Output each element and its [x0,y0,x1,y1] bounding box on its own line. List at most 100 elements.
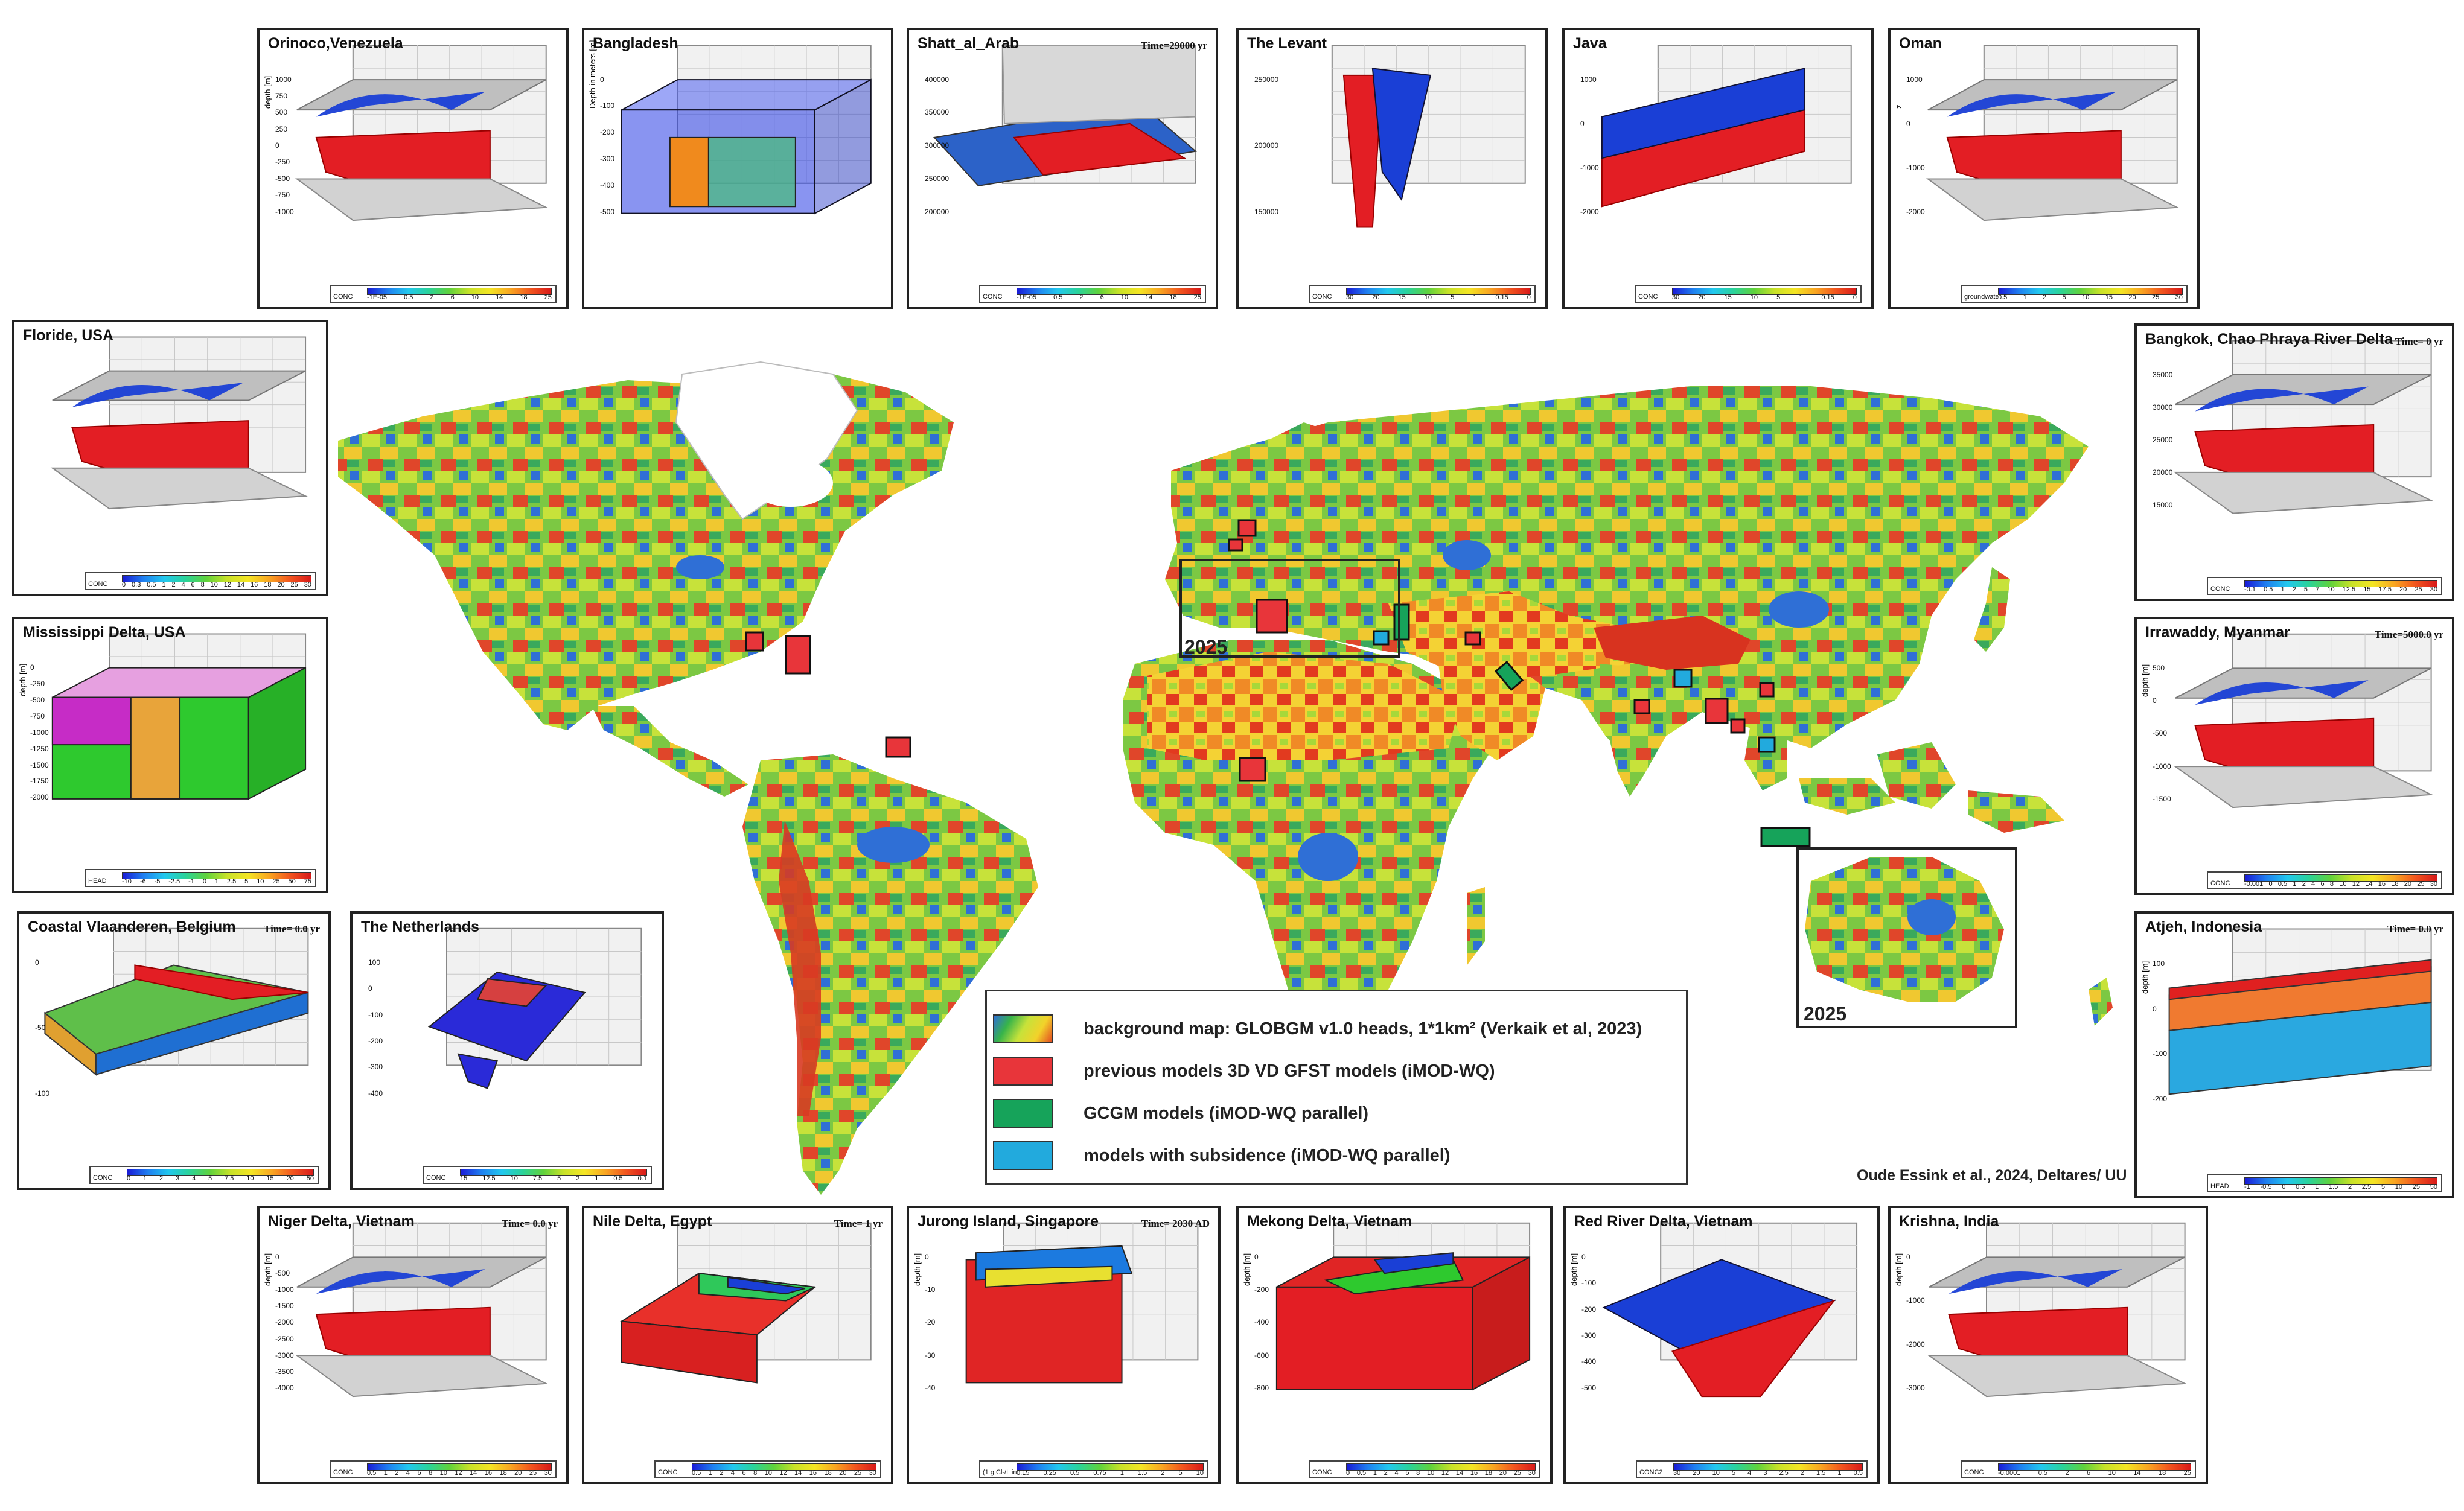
panel-y-tick: -1500 [2153,794,2171,803]
panel-colorbar: CONC -1E-05 0.5 2 6 10 14 18 25 [979,285,1206,303]
panel-y-tick: -20 [925,1318,936,1327]
colorbar-tick: 2.5 [226,878,237,885]
panel-y-tick: -800 [1254,1383,1269,1392]
colorbar-tick: -1 [2244,1183,2250,1191]
colorbar-tick: 0.5 [367,1469,377,1477]
colorbar-ticks: -0.1 0.5 1 2 5 7 10 12.5 15 17.5 20 25 30 [2244,586,2437,593]
colorbar-tick: 1 [708,1469,712,1477]
colorbar-tick: 16 [1470,1469,1478,1477]
panel-y-tick: -200 [2153,1095,2168,1104]
panel-colorbar: CONC 0 1 2 3 4 5 7.5 10 15 20 50 [89,1166,319,1184]
colorbar-tick: 50 [306,1175,314,1182]
colorbar-tick: 0.25 [1043,1469,1056,1477]
colorbar-tick: 14 [1145,294,1153,301]
panel-y-ticks: 250000 200000 150000 [1254,75,1278,216]
map-legend: background map: GLOBGM v1.0 heads, 1*1km… [985,990,1688,1185]
colorbar-tick: 4 [181,581,185,588]
panel-y-tick: -500 [2153,729,2168,738]
panel-floride: Floride, USA CONC 0 0.3 0.5 1 2 4 6 8 10 12 14 16 18 20… [12,320,328,596]
panel-y-tick: -2000 [1906,1340,1925,1349]
colorbar-name: HEAD [88,877,107,885]
panel-y-tick: -300 [600,154,615,163]
panel-y-tick: -100 [600,101,615,110]
colorbar-tick: 30 [869,1469,876,1477]
colorbar-name: CONC [93,1174,113,1182]
colorbar-tick: 12 [2352,880,2360,888]
panel-y-tick: -1500 [30,760,49,769]
panel-axis-label: depth [m] [263,76,272,109]
panel-y-ticks: 0 -250 -500 -750 -1000 -1250 -1500 -1750 -2000 [30,663,49,801]
panel-y-tick: 0 [2153,1004,2157,1013]
panel-y-tick: -2000 [1906,207,1925,216]
panel-y-tick: -200 [1254,1285,1269,1294]
colorbar-tick: 2 [1800,1469,1804,1477]
colorbar-ticks: 15 12.5 10 7.5 5 2 1 0.5 0.1 [460,1175,647,1182]
colorbar-tick: -0.0001 [1998,1469,2021,1477]
colorbar-tick: 2 [159,1175,164,1182]
panel-y-tick: -100 [2153,1049,2168,1058]
panel-axis-label: Depth in meters [m] [588,40,597,109]
colorbar-gradient [122,872,311,879]
colorbar-tick: 30 [2175,294,2183,301]
panel-y-tick: -3000 [1906,1383,1925,1392]
panel-colorbar: CONC 15 12.5 10 7.5 5 2 1 0.5 0.1 [423,1166,652,1184]
colorbar-name: CONC [1964,1469,1984,1476]
colorbar-name: CONC [2210,585,2230,593]
colorbar-gradient [367,288,552,295]
colorbar-tick: 2 [1384,1469,1388,1477]
colorbar-tick: 4 [2311,880,2316,888]
colorbar-gradient [1998,1463,2191,1471]
panel-y-tick: -250 [275,157,290,167]
colorbar-tick: 1.5 [2328,1183,2338,1191]
panel-colorbar: HEAD -10 -6 -5 -2.5 -1 0 1 2.5 5 10 25 50 75 [85,869,316,887]
panel-y-tick: -40 [925,1383,936,1392]
colorbar-tick: 30 [544,1469,552,1477]
loc-levant-green [1393,603,1410,641]
panel-title: Coastal Vlaanderen, Belgium [28,918,236,935]
loc-niger [1239,757,1266,782]
colorbar-tick: 14 [470,1469,477,1477]
colorbar-tick: 6 [1100,294,1104,301]
panel-time: Time= 2030 AD [1141,1218,1210,1229]
colorbar-tick: 0.5 [2277,880,2288,888]
colorbar-tick: 15 [266,1175,274,1182]
panel-y-ticks: 1000 0 -1000 -2000 [1906,75,1925,216]
colorbar-tick: 2.5 [2361,1183,2372,1191]
panel-title: Krishna, India [1899,1213,1999,1230]
colorbar-name: CONC [1638,293,1658,301]
colorbar-tick: 0.15 [1017,1469,1030,1477]
panel-y-tick: -1250 [30,744,49,753]
panel-y-tick: 25000 [2153,435,2173,444]
loc-bangkok [1730,718,1746,734]
panel-bangkok: Bangkok, Chao Phraya River Delta Time= 0 … [2134,323,2454,601]
panel-colorbar: CONC 0 0.3 0.5 1 2 4 6 8 10 12 14 16 18 20 25 30 [85,572,316,590]
panel-y-tick: 0 [925,1252,929,1261]
panel-y-ticks: 1000 750 500 250 0 -250 -500 -750 -1000 [275,75,294,216]
colorbar-tick: 1 [1837,1469,1842,1477]
legend-swatch-map [993,1014,1053,1043]
colorbar-tick: 1.5 [1816,1469,1826,1477]
panel-axis-label: depth [m] [263,1253,272,1287]
panel-y-tick: 500 [275,108,288,117]
panel-y-tick: -10 [925,1285,936,1294]
panel-colorbar: (1 g Cl-/L interface)0.15 0.25 0.5 0.75 1 1.5… [979,1460,1208,1478]
colorbar-ticks: 0.15 0.25 0.5 0.75 1 1.5 2 5 10 [1017,1469,1204,1477]
panel-irrawaddy: Irrawaddy, Myanmar Time=5000.0 yr depth [m… [2134,617,2454,895]
colorbar-tick: -0.001 [2244,880,2264,888]
panel-time: Time=5000.0 yr [2374,629,2443,640]
colorbar-tick: 0.75 [1093,1469,1106,1477]
panel-y-tick: 0 [1581,1252,1586,1261]
loc-nile [1256,599,1288,634]
legend-swatch-red [993,1057,1053,1086]
panel-time: Time= 1 yr [834,1218,883,1229]
colorbar-tick: 25 [2183,1469,2191,1477]
colorbar-tick: 1 [2315,1183,2319,1191]
colorbar-tick: 18 [520,294,528,301]
colorbar-tick: 2 [2302,880,2306,888]
colorbar-tick: 16 [251,581,258,588]
loc-orinoco [885,736,911,758]
colorbar-name: CONC [88,581,108,588]
legend-swatch-blue [993,1141,1053,1170]
colorbar-tick: 10 [764,1469,772,1477]
